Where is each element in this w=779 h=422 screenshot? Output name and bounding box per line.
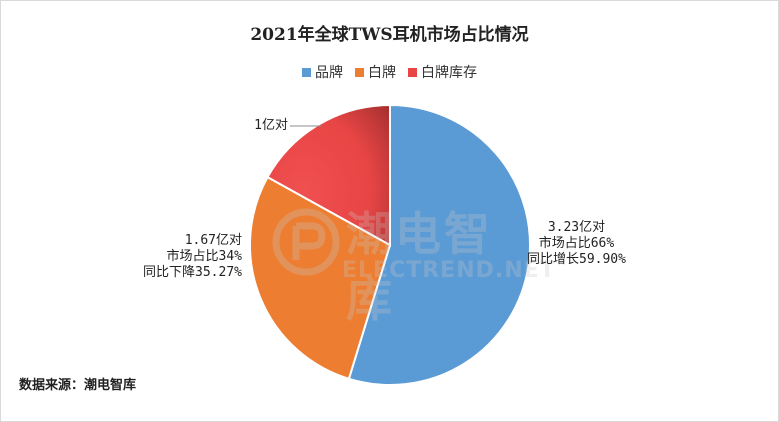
slice-label-whitelabel: 1.67亿对 市场占比34% 同比下降35.27%: [120, 233, 242, 281]
data-source: 数据来源：潮电智库: [19, 378, 137, 393]
slice-label-whitelabel-decline: 同比下降35.27%: [143, 265, 242, 280]
slice-label-inventory: 1亿对: [200, 118, 288, 134]
slice-label-whitelabel-share: 市场占比34%: [166, 249, 242, 264]
pie-slice-brand: [347, 103, 531, 386]
legend-swatch-whitelabel: [355, 67, 364, 77]
slice-label-brand: 3.23亿对 市场占比66% 同比增长59.90%: [527, 220, 626, 268]
legend-item-whitelabel-inventory: 白牌库存: [408, 62, 477, 82]
chart-legend: 品牌 白牌 白牌库存: [0, 62, 779, 82]
pie-slice-whitelabel: [249, 175, 392, 381]
slice-label-brand-volume: 3.23亿对: [547, 220, 606, 235]
legend-item-brand: 品牌: [302, 62, 343, 82]
slice-label-brand-growth: 同比增长59.90%: [527, 252, 626, 267]
slice-label-whitelabel-volume: 1.67亿对: [184, 233, 242, 248]
slice-label-inventory-volume: 1亿对: [254, 118, 288, 133]
legend-swatch-whitelabel-inventory: [408, 67, 417, 77]
legend-label-whitelabel-inventory: 白牌库存: [421, 65, 477, 81]
legend-label-whitelabel: 白牌: [368, 65, 396, 81]
slice-label-brand-share: 市场占比66%: [538, 236, 615, 251]
legend-item-whitelabel: 白牌: [355, 62, 396, 82]
legend-swatch-brand: [302, 67, 311, 77]
legend-label-brand: 品牌: [315, 65, 343, 81]
chart-title: 2021年全球TWS耳机市场占比情况: [250, 25, 529, 45]
pie-slice-whitelabel-inventory: [266, 103, 391, 247]
